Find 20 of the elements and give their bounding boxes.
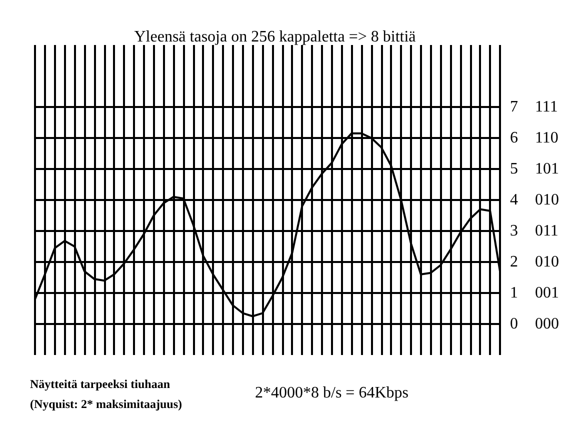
text: 2*4000*8 b/s = 64Kbps [255,384,408,402]
y-tick-label: 0 [510,316,518,332]
text: 110 [535,130,558,146]
text: 010 [535,254,559,270]
text: 111 [535,98,558,116]
y-tick-label: 6 [510,130,518,146]
y-tick-label: 2 [510,254,518,270]
y-tick-label: 7 [510,98,518,116]
chart-title: Yleensä tasoja on 256 kappaletta => 8 bittiä [134,28,416,46]
text: 101 [535,160,559,178]
text: 000 [535,316,559,332]
y-tick-label: 1 [510,284,518,302]
text: 010 [535,192,559,208]
y-tick-label: 5 [510,160,518,178]
y-tick-label: 4 [510,192,518,208]
text: 001 [535,284,559,302]
text: Näytteitä tarpeeksi tiuhaan [30,377,170,391]
text: (Nyquist: 2* maksimitaajuus) [30,397,182,411]
y-tick-label: 3 [510,222,518,240]
text: 011 [535,222,558,240]
